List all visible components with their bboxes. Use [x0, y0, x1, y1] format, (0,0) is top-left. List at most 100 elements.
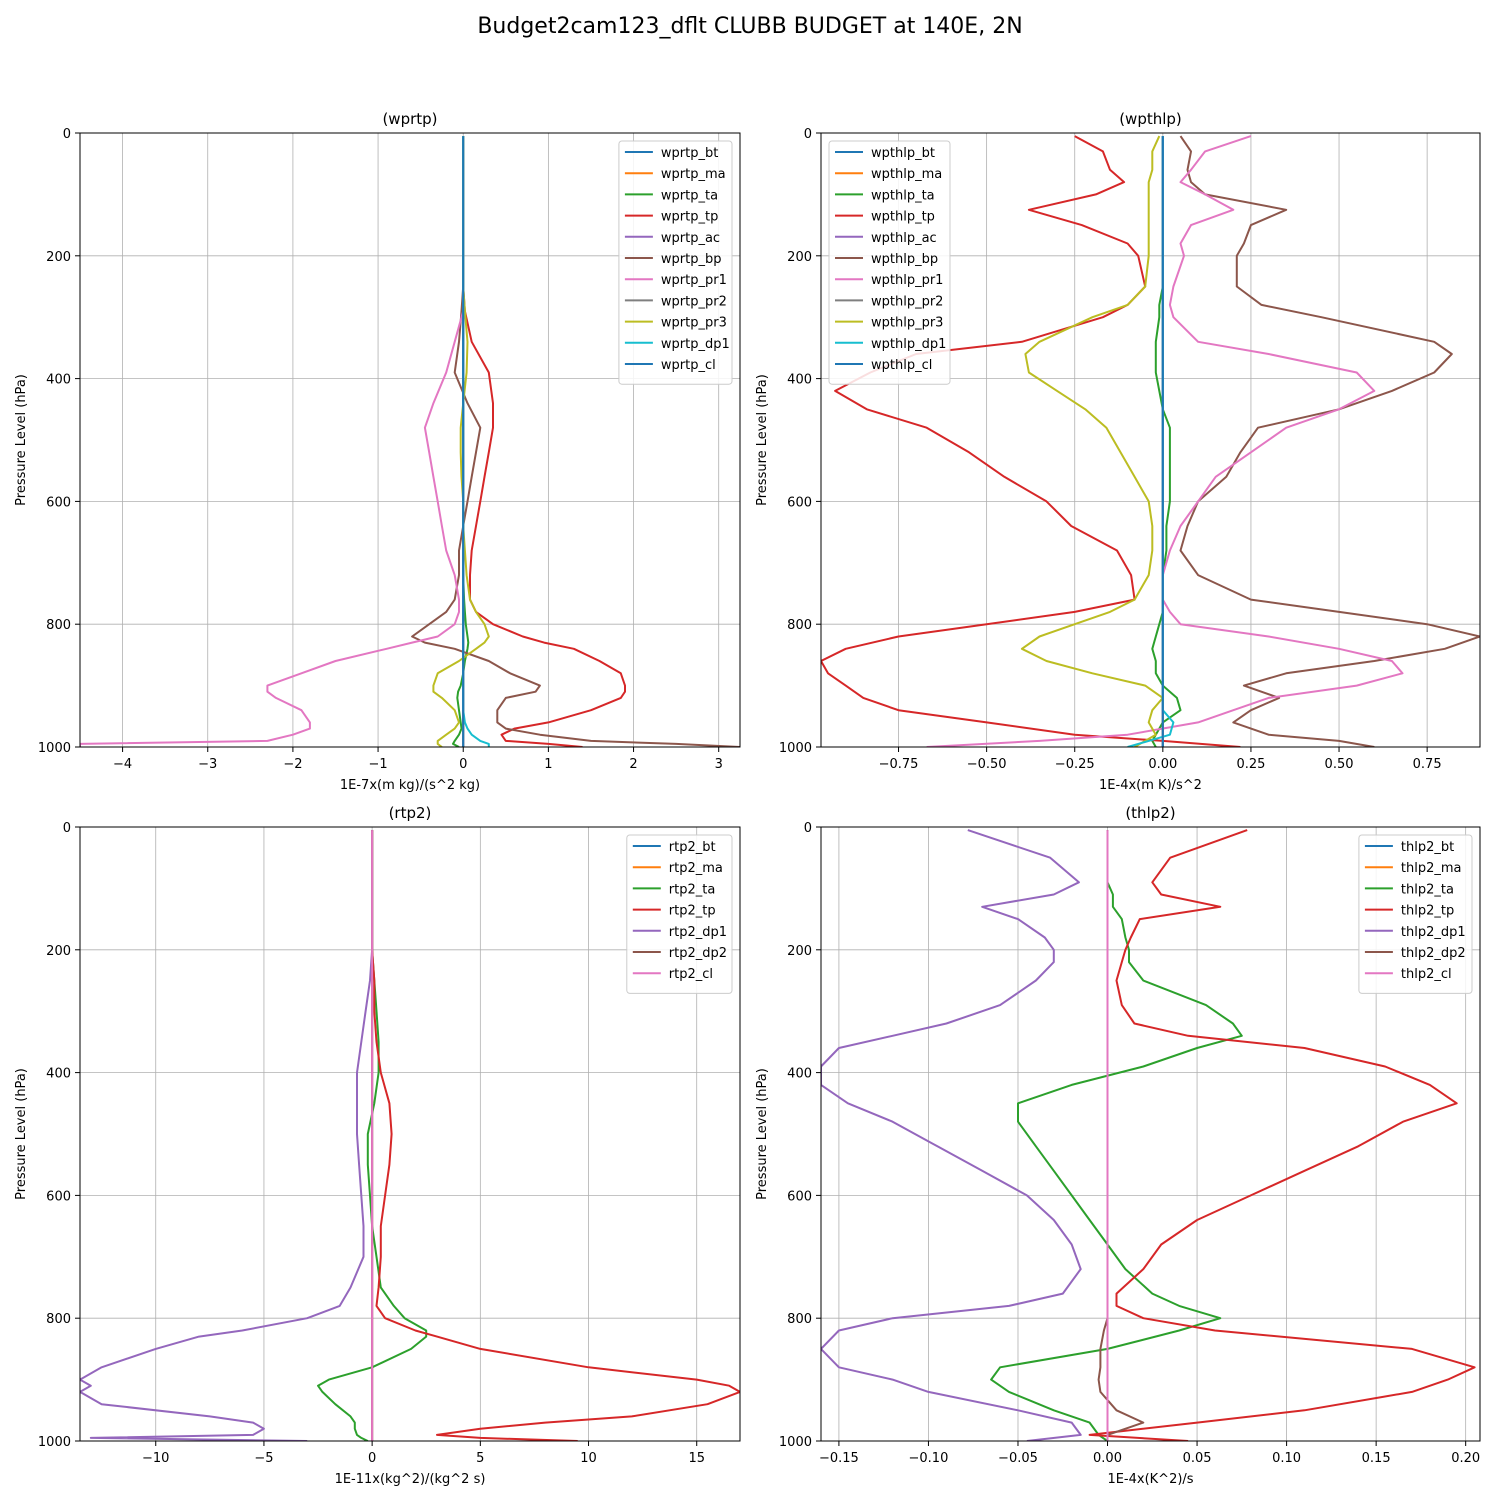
- legend-entry: rtp2_dp1: [669, 925, 727, 940]
- x-tick-label: 0.50: [1325, 757, 1354, 772]
- y-tick-label: 600: [46, 1189, 71, 1204]
- subplot-rtp2: −10 −5 0 5 10 15 0 200 400 600 800 1000 (rtp2) 1E-11x…: [14, 804, 741, 1487]
- x-axis-label: 1E-4x(K^2)/s: [1107, 1472, 1193, 1487]
- y-tick-label: 400: [787, 1067, 812, 1082]
- y-tick-label: 1000: [779, 741, 812, 756]
- x-tick-label: 0: [459, 757, 467, 772]
- legend-entry: wprtp_dp1: [661, 337, 730, 352]
- series-line-wprtp_bp: [411, 136, 740, 747]
- x-tick-label: 3: [715, 757, 723, 772]
- x-tick-label: 0.10: [1272, 1451, 1301, 1466]
- series-group: [80, 830, 740, 1441]
- x-tick-label: 15: [688, 1451, 705, 1466]
- subplot-title: (thlp2): [1125, 804, 1175, 822]
- legend-entry: wprtp_pr1: [661, 273, 727, 288]
- legend-entry: wpthlp_ta: [871, 188, 935, 203]
- x-tick-label: −2: [283, 757, 302, 772]
- series-line-wprtp_pr1: [80, 136, 465, 747]
- legend-entry: wprtp_tp: [661, 210, 718, 225]
- legend-entry: wpthlp_tp: [871, 210, 935, 225]
- legend-entry: thlp2_dp2: [1401, 946, 1466, 961]
- legend: thlp2_bt thlp2_ma thlp2_ta thlp2_tp thlp2_dp…: [1358, 834, 1473, 994]
- y-tick-label: 0: [63, 821, 71, 836]
- subplot-title: (wpthlp): [1119, 110, 1182, 128]
- x-tick-label: −0.05: [998, 1451, 1038, 1466]
- y-tick-label: 800: [787, 618, 812, 633]
- series-line-wpthlp_pr1: [926, 135, 1404, 747]
- legend-entry: wprtp_ac: [661, 231, 720, 246]
- series-line-thlp2_ta: [990, 830, 1243, 1441]
- x-tick-label: 1: [544, 757, 552, 772]
- series-line-wpthlp_pr3: [1020, 135, 1164, 747]
- y-tick-label: 1000: [38, 1435, 71, 1450]
- legend-entry: wprtp_cl: [661, 358, 716, 373]
- x-tick-label: −0.25: [1055, 757, 1095, 772]
- legend-entry: thlp2_cl: [1401, 967, 1452, 982]
- series-line-wpthlp_dp1: [1127, 136, 1175, 747]
- x-tick-label: −10: [142, 1451, 169, 1466]
- legend-entry: wpthlp_bp: [871, 252, 938, 267]
- legend-entry: rtp2_cl: [669, 967, 713, 982]
- y-tick-label: 800: [787, 1312, 812, 1327]
- legend-entry: wpthlp_ac: [871, 231, 937, 246]
- legend-entry: thlp2_ta: [1401, 882, 1454, 897]
- x-tick-label: 0.00: [1093, 1451, 1122, 1466]
- legend-entry: rtp2_ma: [669, 861, 723, 876]
- series-line-wpthlp_ta: [1151, 136, 1182, 747]
- series-line-thlp2_dp1: [821, 829, 1082, 1441]
- subplot-wpthlp: −0.75 −0.50 −0.25 0.00 0.25 0.50 0.75 0 200 400 60…: [755, 110, 1481, 793]
- legend-entry: wpthlp_pr3: [871, 316, 943, 331]
- axes-frame: [820, 132, 1481, 748]
- x-tick-label: 0: [368, 1451, 376, 1466]
- series-line-thlp2_tp: [1088, 829, 1476, 1441]
- x-tick-label: 5: [476, 1451, 484, 1466]
- x-axis-label: 1E-7x(m kg)/(s^2 kg): [340, 778, 480, 793]
- legend-entry: rtp2_ta: [669, 882, 716, 897]
- y-axis-label: Pressure Level (hPa): [14, 374, 29, 506]
- legend-entry: rtp2_bt: [669, 840, 716, 855]
- axes-frame: [79, 132, 741, 748]
- y-tick-label: 0: [63, 127, 71, 142]
- axes-frame: [79, 826, 741, 1442]
- subplot-thlp2: −0.15 −0.10 −0.05 0.00 0.05 0.10 0.15 0.20 0 200 4…: [755, 804, 1481, 1487]
- y-tick-label: 0: [804, 821, 812, 836]
- x-tick-label: −0.50: [967, 757, 1007, 772]
- legend: wprtp_bt wprtp_ma wprtp_ta wprtp_tp wprtp_ac…: [618, 140, 733, 385]
- y-tick-label: 1000: [38, 741, 71, 756]
- legend-frame: [618, 140, 733, 385]
- legend-frame: [626, 834, 733, 994]
- legend-entry: wpthlp_pr2: [871, 294, 943, 309]
- x-axis-label: 1E-4x(m K)/s^2: [1099, 778, 1202, 793]
- x-tick-label: 2: [629, 757, 637, 772]
- legend-entry: thlp2_bt: [1401, 840, 1454, 855]
- legend-entry: wprtp_pr3: [661, 316, 727, 331]
- x-tick-label: 0.75: [1413, 757, 1442, 772]
- x-tick-label: −0.15: [819, 1451, 859, 1466]
- series-group: [80, 136, 740, 747]
- x-tick-label: −3: [198, 757, 217, 772]
- legend-entry: wpthlp_ma: [871, 167, 942, 182]
- legend-entry: thlp2_ma: [1401, 861, 1462, 876]
- series-line-rtp2_tp: [371, 830, 740, 1441]
- legend-entry: wprtp_ta: [661, 188, 718, 203]
- legend-entry: wpthlp_dp1: [871, 337, 946, 352]
- y-axis-label: Pressure Level (hPa): [14, 1068, 29, 1200]
- series-line-wpthlp_tp: [821, 135, 1241, 747]
- y-axis-label: Pressure Level (hPa): [755, 374, 770, 506]
- series-line-wprtp_pr3: [432, 136, 490, 747]
- y-tick-label: 800: [46, 618, 71, 633]
- series-line-wprtp_tp: [462, 136, 626, 747]
- x-tick-label: 0.25: [1236, 757, 1265, 772]
- series-group: [821, 829, 1476, 1441]
- y-tick-label: 200: [46, 250, 71, 265]
- legend-entry: rtp2_dp2: [669, 946, 727, 961]
- legend-entry: wpthlp_pr1: [871, 273, 943, 288]
- x-tick-label: −0.10: [909, 1451, 949, 1466]
- legend-entry: wpthlp_cl: [871, 358, 932, 373]
- legend-entry: wpthlp_bt: [871, 146, 935, 161]
- x-tick-label: −0.75: [879, 757, 919, 772]
- legend-entry: wprtp_ma: [661, 167, 726, 182]
- y-tick-label: 600: [46, 495, 71, 510]
- y-tick-label: 600: [787, 495, 812, 510]
